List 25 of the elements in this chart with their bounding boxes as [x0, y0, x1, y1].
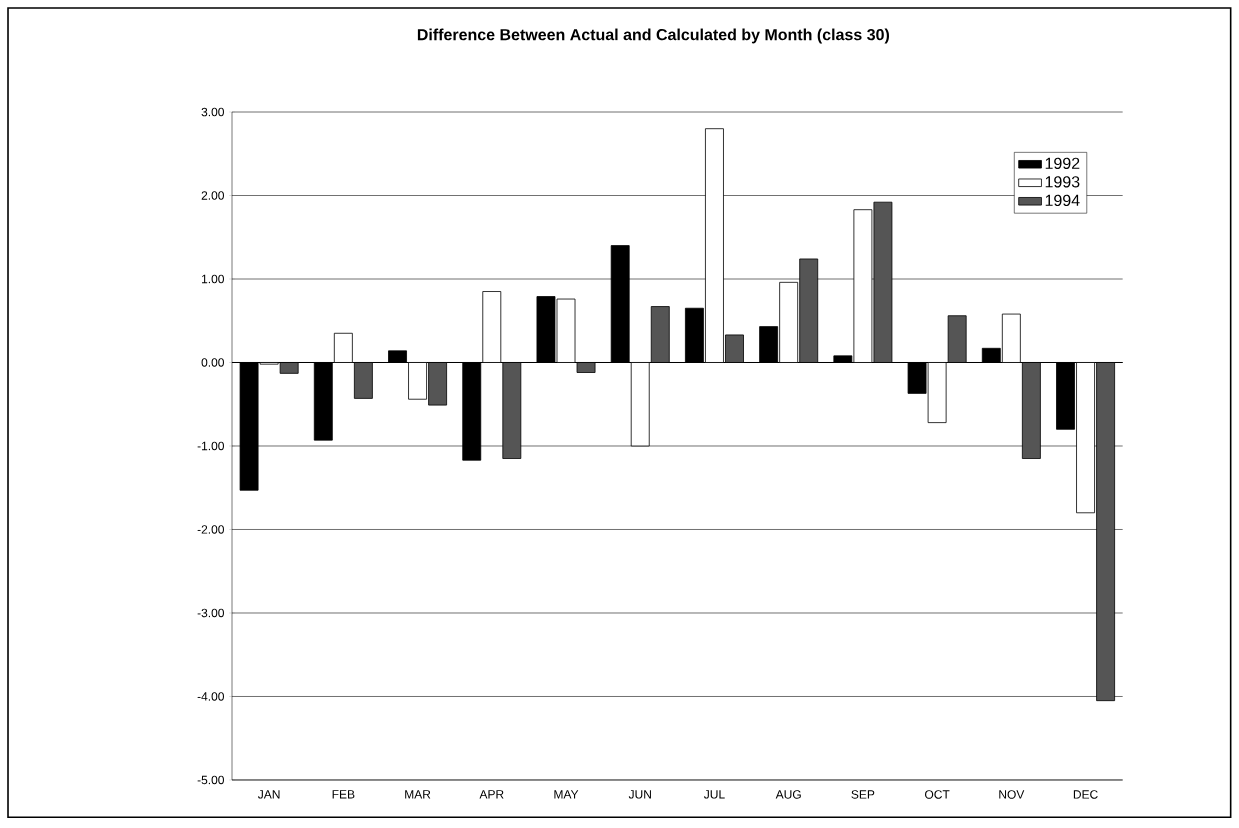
x-tick-label: MAY: [554, 790, 579, 799]
y-tick-label: -5.00: [197, 775, 224, 785]
y-tick-label: -3.00: [197, 608, 224, 618]
y-tick-label: 3.00: [201, 107, 224, 117]
y-tick-label: -1.00: [197, 441, 224, 451]
legend-label: 1994: [1045, 194, 1080, 207]
y-tick-label: -2.00: [197, 525, 224, 534]
x-tick-label: FEB: [332, 790, 355, 799]
x-tick-label: MAR: [405, 790, 431, 799]
x-tick-label: JUL: [703, 790, 725, 799]
legend-label: 1993: [1045, 176, 1080, 188]
x-tick-label: OCT: [925, 790, 950, 799]
y-tick-label: 0.00: [201, 358, 224, 367]
x-tick-label: JUN: [628, 790, 651, 799]
chart-title: Difference Between Actual and Calculated by Month (class 30): [417, 28, 890, 44]
x-tick-label: APR: [479, 790, 504, 799]
x-tick-label: NOV: [999, 790, 1025, 799]
y-tick-label: -4.00: [197, 692, 224, 701]
y-tick-label: 2.00: [201, 191, 224, 200]
x-tick-label: SEP: [851, 790, 875, 799]
x-tick-label: JAN: [257, 790, 280, 799]
x-tick-label: AUG: [775, 790, 801, 799]
y-tick-label: 1.00: [202, 274, 224, 284]
legend-label: 1992: [1045, 157, 1080, 169]
x-tick-label: DEC: [1073, 790, 1098, 799]
